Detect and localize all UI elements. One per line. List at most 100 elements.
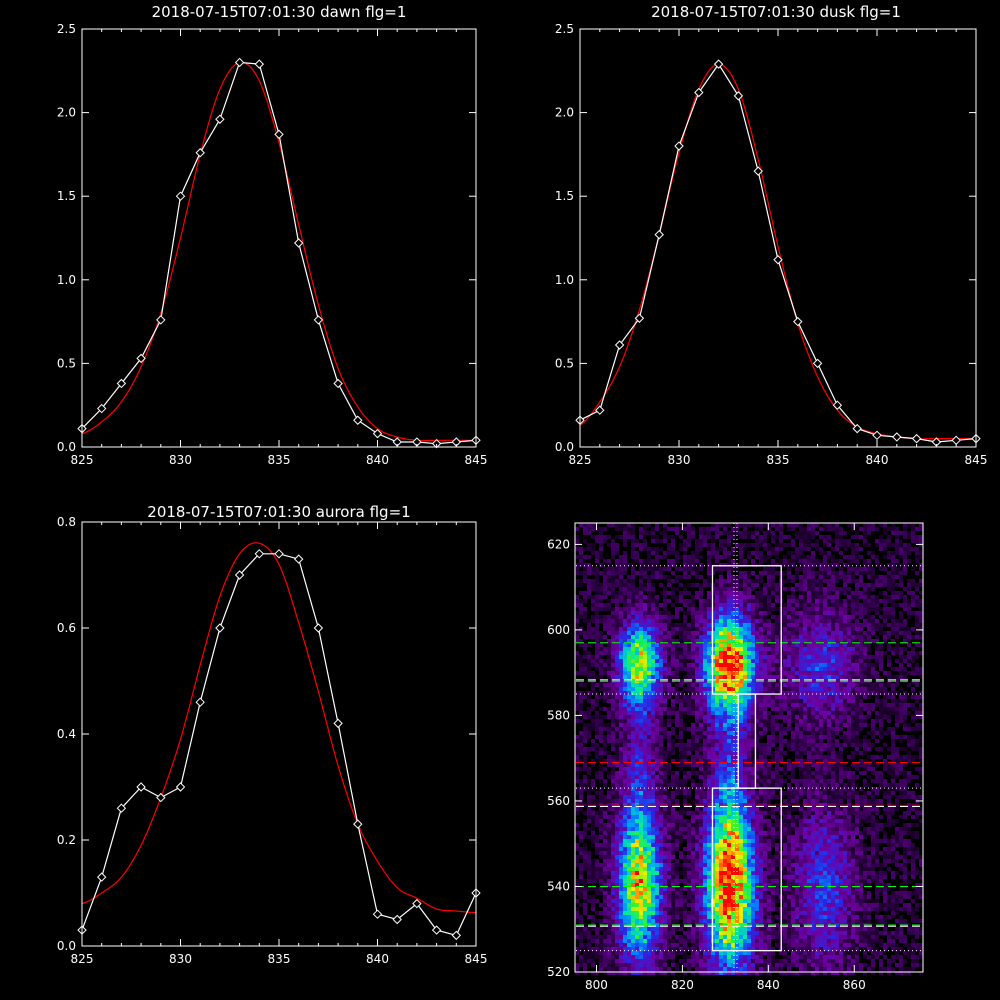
panel-dusk-data-point <box>773 255 783 265</box>
panel-dawn-y-tick-label: 0.0 <box>57 440 76 454</box>
panel-image-y-tick-label: 580 <box>547 708 570 722</box>
panel-dawn-data-point <box>431 438 442 449</box>
panel-dusk-data-point <box>694 87 704 98</box>
panel-aurora-data-point <box>313 623 324 633</box>
panel-dawn-data-point <box>215 114 225 124</box>
panel-dawn-x-tick-label: 830 <box>169 453 192 467</box>
panel-aurora-model-line <box>81 542 477 914</box>
panel-dusk-data-point <box>812 358 823 369</box>
panel-dusk-data-point <box>634 313 645 323</box>
panel-aurora-data-point <box>412 898 422 909</box>
panel-dusk-data-point <box>872 430 882 441</box>
panel-dawn-data-point <box>234 57 245 68</box>
panel-aurora-x-tick-label: 830 <box>169 952 192 966</box>
panel-dawn-data-point <box>175 191 186 201</box>
panel-aurora-title: 2018-07-15T07:01:30 aurora flg=1 <box>147 503 410 521</box>
panel-aurora-y-tick-label: 0.4 <box>57 727 76 741</box>
panel-image-y-tick-label: 520 <box>547 965 570 979</box>
panel-aurora-data-point <box>254 549 265 559</box>
panel-dawn-model-line <box>81 61 476 442</box>
panel-dusk-title: 2018-07-15T07:01:30 dusk flg=1 <box>651 3 901 21</box>
panel-dusk-data-point <box>832 400 843 410</box>
panel-image-x-tick-label: 820 <box>671 978 694 992</box>
panel-aurora-data-point <box>156 792 166 803</box>
panel-image: 800 820 840 860 520 540 560 580 600 620 <box>547 522 924 992</box>
panel-aurora-data-point <box>392 914 402 925</box>
panel-aurora-data-point <box>353 819 363 829</box>
panel-dusk-data-point <box>614 340 625 350</box>
panel-image-region-box <box>737 693 757 789</box>
panel-dawn-data-point <box>195 148 205 158</box>
panel-dusk-data-point <box>793 316 803 327</box>
panel-aurora-y-tick-label: 0.8 <box>57 515 76 529</box>
panel-dawn-y-tick-label: 2.0 <box>57 106 76 120</box>
panel-dusk-data-point <box>911 433 922 444</box>
panel-dawn-data-point <box>136 353 146 364</box>
panel-aurora-data-point <box>96 872 107 882</box>
panel-image-x-tick-label: 860 <box>843 978 866 992</box>
panel-dawn-x-tick-label: 835 <box>268 453 291 467</box>
panel-image-y-tick-label: 620 <box>547 537 570 551</box>
panel-aurora-data-point <box>234 570 245 580</box>
panel-aurora-data-point <box>136 782 146 792</box>
panel-dusk-x-tick-label: 840 <box>866 453 889 467</box>
panel-aurora-data-point <box>274 549 284 559</box>
panel-aurora-data-point <box>293 554 304 564</box>
panel-aurora-x-tick-label: 840 <box>366 952 389 966</box>
panel-image-y-tick-label: 540 <box>547 879 570 893</box>
panel-dusk-x-tick-label: 830 <box>668 453 691 467</box>
panel-dusk-data-point <box>713 59 724 69</box>
panel-aurora-data-point <box>116 803 127 813</box>
panel-dusk-data-point <box>733 91 744 101</box>
panel-dawn-title: 2018-07-15T07:01:30 dawn flg=1 <box>152 3 407 21</box>
panel-aurora-x-tick-label: 845 <box>465 952 488 966</box>
panel-aurora-data-point <box>372 909 383 919</box>
panel-dusk-y-tick-label: 1.0 <box>555 273 574 287</box>
panel-dusk-data-point <box>595 405 605 415</box>
panel-aurora-x-tick-label: 825 <box>71 952 94 966</box>
panel-dawn-data-point <box>96 403 107 414</box>
panel-aurora-data-point <box>175 782 186 792</box>
panel-dusk-y-tick-label: 2.0 <box>555 106 574 120</box>
panel-aurora-data-point <box>431 925 442 935</box>
panel-dusk-y-tick-label: 1.5 <box>555 189 574 203</box>
panel-aurora-data-point <box>333 718 343 729</box>
panel-image-x-tick-label: 840 <box>757 978 780 992</box>
panel-dusk-x-tick-label: 845 <box>965 453 988 467</box>
panel-image-y-tick-label: 600 <box>547 623 570 637</box>
panel-dawn-data-point <box>372 428 383 439</box>
panel-dawn-x-tick-label: 825 <box>71 453 94 467</box>
panel-dusk-data-point <box>674 141 684 151</box>
panel-dusk-x-tick-label: 835 <box>767 453 790 467</box>
panel-aurora-data-point <box>195 697 205 707</box>
panel-aurora-data-point <box>215 623 225 633</box>
panel-dawn: 2018-07-15T07:01:30 dawn flg=1 825 830 835… <box>57 3 488 467</box>
panel-dawn-y-tick-label: 0.5 <box>57 356 76 370</box>
panel-dusk-data-point <box>892 432 902 442</box>
panel-dusk-y-tick-label: 2.5 <box>555 22 574 36</box>
panel-aurora-y-tick-label: 0.0 <box>57 939 76 953</box>
panel-dawn-data-point <box>156 315 166 325</box>
panel-dusk-data-point <box>753 166 763 176</box>
panel-aurora-data-point <box>451 930 462 941</box>
panel-dawn-data-point <box>293 238 304 248</box>
panel-dawn-data-point <box>116 378 127 389</box>
panel-aurora-x-tick-label: 835 <box>268 952 291 966</box>
panel-image-x-tick-label: 800 <box>585 978 608 992</box>
panel-dusk-data-point <box>852 423 862 434</box>
panel-dusk: 2018-07-15T07:01:30 dusk flg=1 825 830 835… <box>555 3 988 467</box>
panel-dawn-x-tick-label: 845 <box>465 453 488 467</box>
panel-dawn-y-tick-label: 1.5 <box>57 189 76 203</box>
panel-aurora-y-tick-label: 0.2 <box>57 833 76 847</box>
panel-image-plot-frame <box>574 522 924 973</box>
panel-dusk-y-tick-label: 0.5 <box>555 356 574 370</box>
panel-dusk-y-tick-label: 0.0 <box>555 440 574 454</box>
panel-dawn-data-point <box>353 415 363 425</box>
panel-aurora: 2018-07-15T07:01:30 aurora flg=1 825 830 8… <box>57 503 488 966</box>
panel-aurora-y-tick-label: 0.6 <box>57 621 76 635</box>
panel-image-y-tick-label: 560 <box>547 794 570 808</box>
panel-dawn-x-tick-label: 840 <box>366 453 389 467</box>
panel-dusk-data-point <box>654 229 664 240</box>
panel-dusk-x-tick-label: 825 <box>569 453 592 467</box>
